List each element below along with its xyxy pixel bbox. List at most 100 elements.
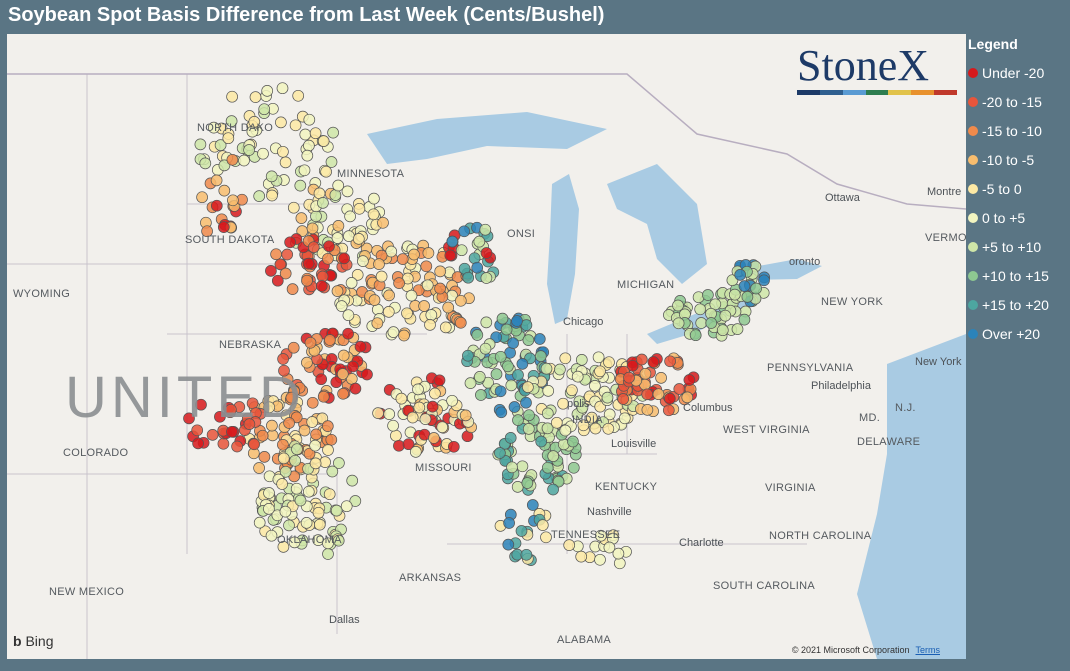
basis-point[interactable] — [577, 419, 590, 432]
basis-point[interactable] — [741, 291, 754, 303]
basis-point[interactable] — [390, 429, 402, 442]
basis-point[interactable] — [367, 208, 380, 221]
basis-point[interactable] — [210, 174, 223, 187]
basis-point[interactable] — [327, 126, 339, 139]
basis-point[interactable] — [447, 440, 460, 453]
basis-point[interactable] — [490, 368, 503, 380]
legend-item[interactable]: +15 to +20 — [968, 290, 1068, 319]
basis-point[interactable] — [292, 89, 305, 102]
basis-point[interactable] — [315, 373, 328, 386]
basis-point[interactable] — [623, 371, 635, 384]
basis-point[interactable] — [266, 189, 278, 202]
basis-point[interactable] — [195, 398, 207, 411]
basis-point[interactable] — [515, 525, 528, 537]
basis-point[interactable] — [716, 324, 729, 337]
basis-point[interactable] — [298, 424, 311, 437]
basis-point[interactable] — [332, 179, 345, 192]
basis-point[interactable] — [320, 165, 332, 178]
legend-item[interactable]: Under -20 — [968, 58, 1068, 87]
basis-point[interactable] — [309, 457, 322, 470]
basis-point[interactable] — [286, 283, 299, 295]
basis-point[interactable] — [324, 334, 336, 346]
basis-point[interactable] — [652, 388, 665, 401]
basis-point[interactable] — [559, 424, 572, 437]
basis-point[interactable] — [284, 236, 296, 249]
basis-point[interactable] — [705, 317, 718, 329]
basis-point[interactable] — [683, 374, 696, 386]
basis-point[interactable] — [522, 334, 535, 346]
basis-point[interactable] — [455, 244, 468, 257]
basis-point[interactable] — [516, 460, 529, 473]
basis-point[interactable] — [309, 127, 322, 140]
basis-point[interactable] — [283, 519, 295, 532]
basis-point[interactable] — [542, 385, 555, 397]
basis-point[interactable] — [504, 432, 517, 444]
basis-point[interactable] — [295, 212, 308, 224]
basis-point[interactable] — [554, 363, 566, 376]
basis-point[interactable] — [494, 385, 507, 398]
basis-point[interactable] — [406, 411, 419, 424]
basis-point[interactable] — [277, 452, 290, 465]
basis-point[interactable] — [291, 443, 303, 456]
basis-point[interactable] — [217, 437, 230, 450]
basis-point[interactable] — [263, 503, 275, 515]
basis-point[interactable] — [287, 341, 300, 354]
basis-point[interactable] — [317, 197, 329, 209]
basis-point[interactable] — [279, 156, 292, 169]
basis-point[interactable] — [265, 529, 278, 542]
basis-point[interactable] — [352, 233, 365, 245]
basis-point[interactable] — [663, 392, 676, 405]
basis-point[interactable] — [325, 156, 338, 168]
basis-point[interactable] — [526, 499, 539, 511]
basis-point[interactable] — [395, 392, 408, 405]
legend-item[interactable]: -20 to -15 — [968, 87, 1068, 116]
basis-point[interactable] — [238, 154, 250, 167]
basis-point[interactable] — [589, 422, 602, 435]
basis-point[interactable] — [194, 138, 207, 151]
basis-point[interactable] — [709, 298, 722, 311]
basis-point[interactable] — [471, 261, 484, 274]
basis-point[interactable] — [738, 313, 751, 326]
basis-point[interactable] — [217, 221, 230, 233]
basis-point[interactable] — [301, 149, 314, 162]
basis-point[interactable] — [738, 280, 751, 292]
basis-point[interactable] — [275, 116, 287, 129]
basis-point[interactable] — [594, 365, 606, 378]
basis-point[interactable] — [375, 270, 388, 283]
basis-point[interactable] — [337, 387, 349, 400]
basis-point[interactable] — [511, 315, 523, 327]
basis-point[interactable] — [459, 409, 472, 422]
basis-point[interactable] — [310, 428, 322, 441]
basis-point[interactable] — [349, 495, 362, 507]
basis-point[interactable] — [681, 391, 694, 404]
basis-point[interactable] — [664, 355, 676, 368]
basis-point[interactable] — [368, 192, 380, 205]
basis-point[interactable] — [192, 437, 204, 450]
basis-point[interactable] — [218, 184, 231, 197]
legend-item[interactable]: +10 to +15 — [968, 261, 1068, 290]
basis-point[interactable] — [585, 411, 598, 424]
basis-point[interactable] — [257, 147, 269, 160]
basis-point[interactable] — [313, 518, 326, 531]
basis-point[interactable] — [361, 368, 373, 381]
basis-point[interactable] — [298, 164, 311, 177]
basis-point[interactable] — [290, 482, 303, 495]
basis-point[interactable] — [382, 306, 395, 318]
basis-point[interactable] — [294, 494, 307, 507]
basis-point[interactable] — [276, 82, 289, 95]
basis-point[interactable] — [495, 406, 508, 419]
basis-point[interactable] — [672, 317, 685, 330]
basis-point[interactable] — [332, 534, 345, 547]
basis-point[interactable] — [261, 85, 274, 97]
basis-point[interactable] — [349, 382, 362, 395]
basis-point[interactable] — [420, 260, 433, 273]
basis-point[interactable] — [323, 240, 335, 253]
basis-point[interactable] — [500, 323, 513, 336]
basis-point[interactable] — [274, 258, 287, 271]
basis-point[interactable] — [626, 359, 639, 372]
basis-point[interactable] — [207, 121, 220, 134]
basis-point[interactable] — [409, 446, 422, 458]
basis-point[interactable] — [249, 91, 262, 103]
basis-point[interactable] — [306, 416, 319, 428]
basis-point[interactable] — [253, 516, 266, 529]
